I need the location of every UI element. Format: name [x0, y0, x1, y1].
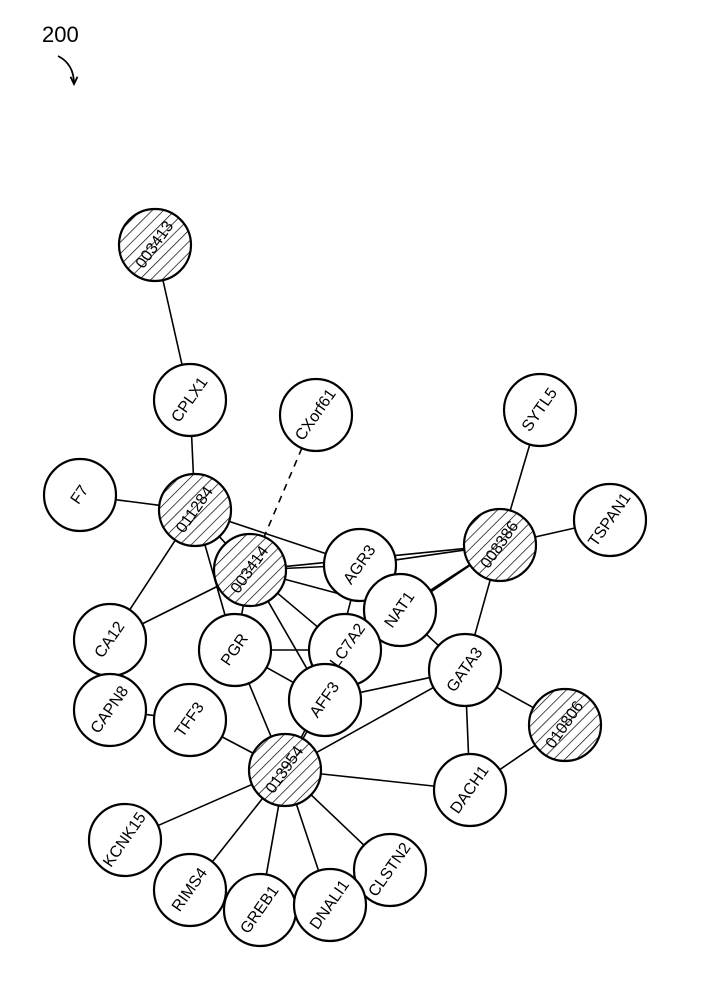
node-AFF3: AFF3	[289, 664, 361, 736]
edge-011284-003414	[219, 537, 225, 544]
edge-013954-RIMS4	[212, 798, 262, 862]
edge-AFF3-GATA3	[360, 678, 430, 693]
node-003414: 003414	[214, 534, 286, 606]
edge-003414-SLC7A2	[278, 593, 318, 627]
edge-GATA3-010806	[497, 687, 534, 707]
node-GREB1: GREB1	[224, 874, 296, 946]
node-CXorf61: CXorf61	[280, 379, 352, 451]
node-011284: 011284	[159, 474, 231, 546]
edge-008386-TSPAN1	[535, 528, 575, 537]
node-RIMS4: RIMS4	[154, 854, 226, 926]
edge-NAT1-GATA3	[426, 634, 438, 645]
edge-003414-PGR	[242, 605, 244, 614]
edge-GATA3-DACH1	[466, 706, 468, 754]
node-013954: 013954	[249, 734, 321, 806]
edge-013954-DNALI1	[296, 804, 318, 871]
node-003413: 003413	[119, 209, 191, 281]
edge-013954-GREB1	[266, 805, 278, 874]
node-TFF3: TFF3	[154, 684, 226, 756]
edge-008386-GATA3	[475, 580, 491, 636]
edge-CAPN8-TFF3	[146, 714, 155, 715]
edge-008386-NAT1	[430, 565, 470, 591]
edge-CPLX1-011284	[192, 436, 194, 474]
node-008386: 008386	[464, 509, 536, 581]
edge-TFF3-013954	[222, 737, 253, 753]
edge-010806-DACH1	[500, 745, 536, 769]
node-CA12: CA12	[74, 604, 146, 676]
edge-013954-DACH1	[321, 774, 434, 786]
edge-PGR-013954	[249, 683, 271, 737]
node-CPLX1: CPLX1	[154, 364, 226, 436]
edge-CXorf61-003414	[264, 448, 302, 537]
node-PGR: PGR	[199, 614, 271, 686]
node-KCNK15: KCNK15	[89, 804, 161, 876]
node-SYTL5: SYTL5	[504, 374, 576, 446]
edge-PGR-AFF3	[266, 667, 293, 682]
edge-003413-CPLX1	[163, 280, 182, 365]
node-F7: F7	[44, 459, 116, 531]
node-GATA3: GATA3	[429, 634, 501, 706]
node-DACH1: DACH1	[434, 754, 506, 826]
edge-013954-CLSTN2	[311, 795, 364, 845]
figure-number: 200	[42, 22, 79, 47]
edge-003414-AFF3	[268, 601, 307, 669]
edge-F7-011284	[116, 500, 160, 506]
network-diagram: 003413 CPLX1 CXorf61 SYTL5 F7 011284 TSPAN1 003…	[0, 0, 709, 1000]
node-010806: 010806	[529, 689, 601, 761]
node-TSPAN1: TSPAN1	[574, 484, 646, 556]
node-DNALI1: DNALI1	[294, 869, 366, 941]
edge-003414-AGR3	[286, 567, 324, 569]
node-CAPN8: CAPN8	[74, 674, 146, 746]
edge-008386-SYTL5	[510, 445, 530, 511]
edge-011284-CA12	[130, 540, 176, 610]
edge-003414-CA12	[142, 586, 218, 624]
nodes-layer: 003413 CPLX1 CXorf61 SYTL5 F7 011284 TSPAN1 003…	[44, 209, 646, 946]
edge-013954-KCNK15	[158, 784, 252, 825]
